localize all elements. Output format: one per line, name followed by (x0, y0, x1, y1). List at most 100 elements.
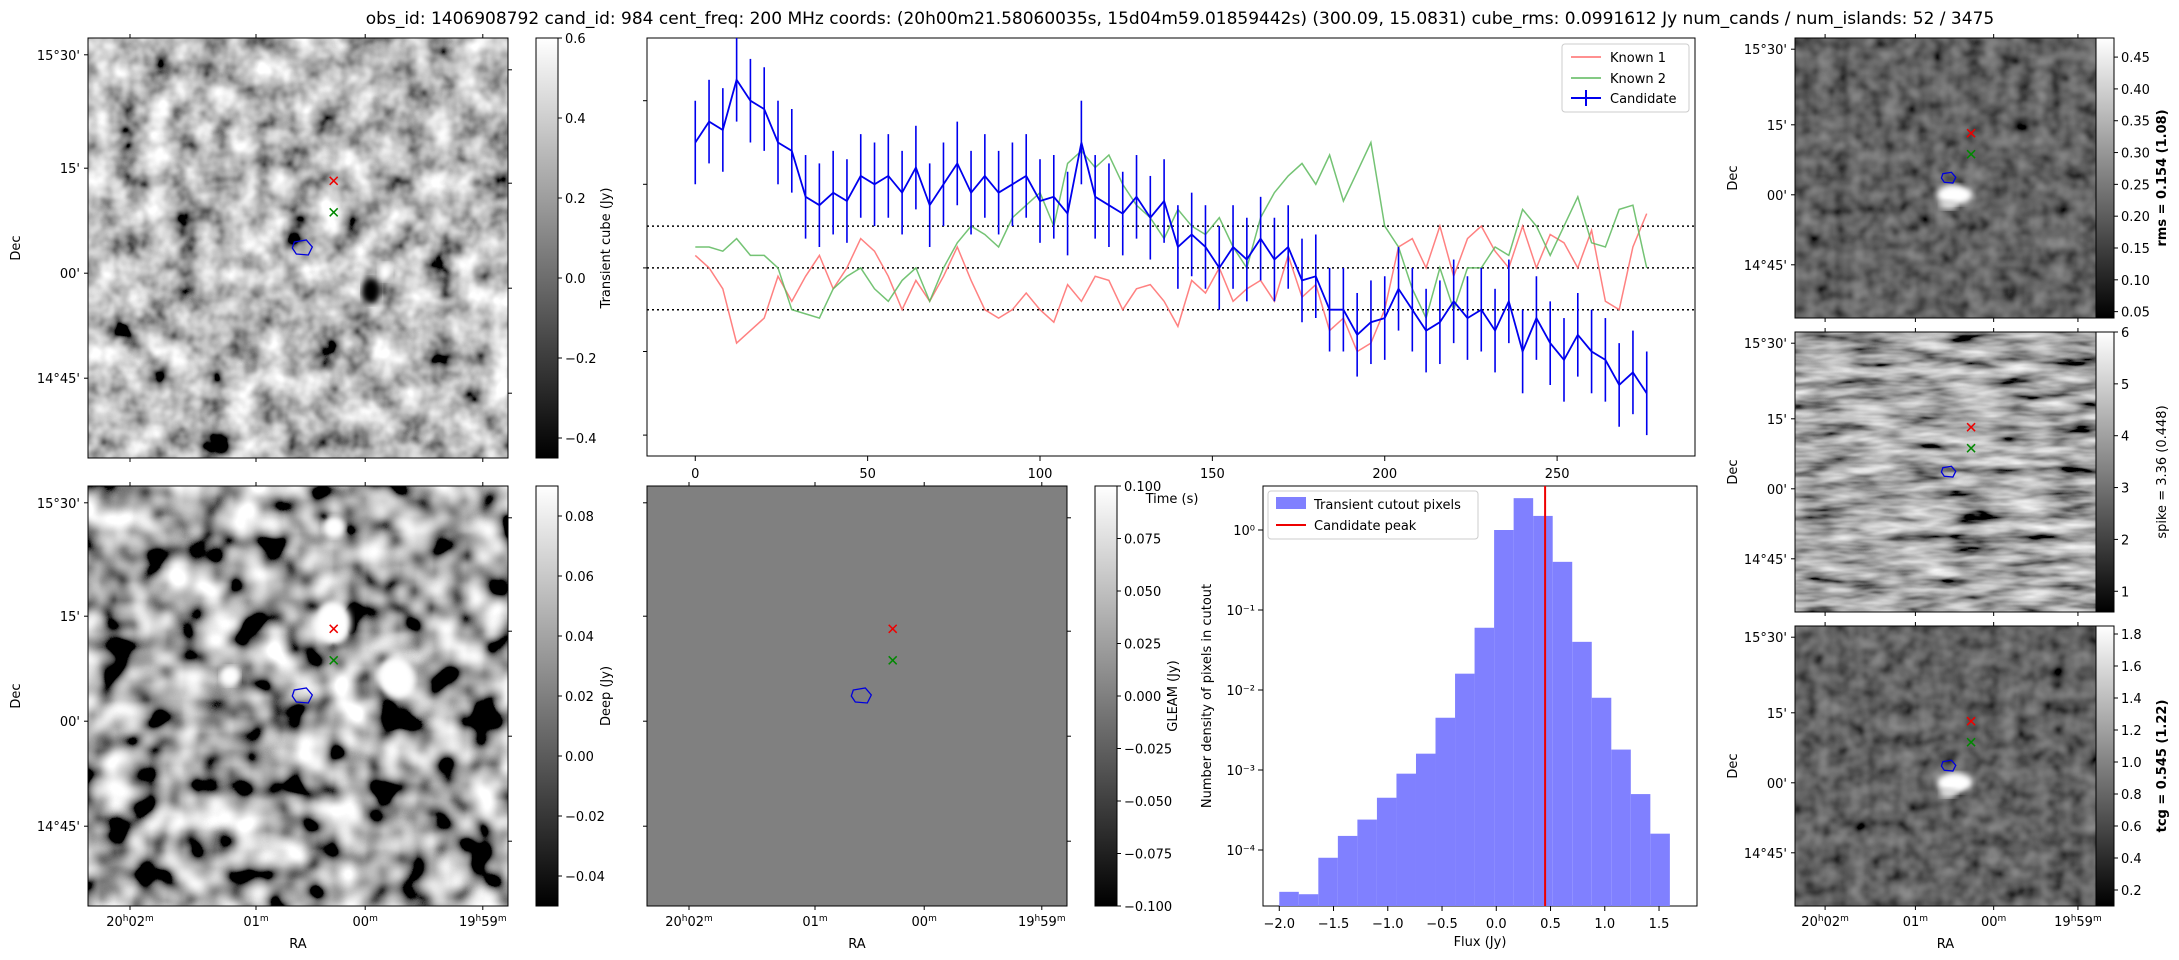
colorbar-tick-label: 0.8 (2121, 788, 2142, 803)
image-ylabel: Dec (1726, 459, 1741, 484)
colorbar-label: tcg = 0.545 (1.22) (2155, 700, 2170, 833)
image-background (88, 38, 508, 458)
xtick-label: 50 (859, 467, 876, 482)
legend-transient-pixels: Transient cutout pixels (1313, 498, 1461, 513)
image-deep (88, 486, 508, 906)
colorbar-tick-label: 0.2 (2121, 884, 2142, 899)
colorbar-tick-label: 0.10 (2121, 274, 2150, 289)
blue-region-contour (850, 687, 873, 704)
colorbar-tick-label: 1 (2121, 585, 2129, 600)
colorbar-tick-label: 0.02 (565, 690, 594, 705)
green-cross-marker (1966, 443, 1976, 453)
colorbar-gradient (535, 37, 559, 459)
colorbar-tick-label: 0.25 (2121, 178, 2150, 193)
red-cross-marker (329, 624, 339, 634)
histogram-bar (1513, 498, 1534, 906)
dark-spot (362, 278, 380, 304)
ra-tick-label: 01m (243, 914, 268, 930)
colorbar-tick-label: −0.100 (1124, 900, 1172, 915)
colorbar-tick-label: 0.04 (565, 630, 594, 645)
image-rms (1795, 38, 2096, 318)
colorbar-spike: 6 5 4 3 2 1 spike = 3.36 (0.448) (2095, 326, 2170, 613)
ra-tick-label: 00m (353, 914, 378, 930)
xtick-label: −1.5 (1318, 917, 1350, 932)
bright-source (378, 657, 414, 697)
histogram-bar (1630, 794, 1651, 906)
colorbar-tick-label: 6 (2121, 326, 2129, 341)
colorbar-transient: 0.6 0.4 0.2 0.0 −0.2 −0.4 Transient cube (Jy) (535, 32, 614, 459)
dec-tick-label: 14°45' (1744, 847, 1787, 862)
image-frame (87, 37, 509, 459)
colorbar-tick-label: 1.4 (2121, 692, 2142, 707)
histogram-bar (1318, 857, 1338, 906)
blue-region-contour (291, 687, 314, 704)
colorbar-tick-label: −0.2 (565, 352, 597, 367)
histogram-chart: −2.0 −1.5 −1.0 −0.5 0.0 0.5 1.0 1.5 10⁰ 10⁻¹ 10⁻² 1… (1200, 485, 1698, 950)
histogram-xlabel: Flux (Jy) (1454, 935, 1507, 950)
colorbar-tick-label: 2 (2121, 533, 2129, 548)
colorbar-tick-label: 0.025 (1124, 638, 1161, 653)
green-cross-marker (329, 207, 339, 217)
histogram-legend: Transient cutout pixels Candidate peak (1267, 490, 1479, 540)
dec-tick-label: 15°30' (1744, 337, 1787, 352)
image-background (1795, 332, 2096, 612)
colorbar-gradient (1094, 485, 1118, 907)
colorbar-tick-label: 1.6 (2121, 660, 2142, 675)
dec-tick-label: 15' (1767, 413, 1787, 428)
colorbar-gradient (2095, 331, 2115, 613)
colorbar-tick-label: 3 (2121, 482, 2129, 497)
xtick-label: 0.0 (1486, 917, 1507, 932)
colorbar-tick-label: 0.100 (1124, 480, 1161, 495)
xtick-label: −2.0 (1263, 917, 1295, 932)
colorbar-tick-label: −0.075 (1124, 848, 1172, 863)
legend-candidate: Candidate (1610, 92, 1676, 107)
colorbar-tick-label: 0.05 (2121, 306, 2150, 321)
bright-source (1936, 184, 1973, 205)
legend-known-1: Known 1 (1610, 51, 1666, 66)
colorbar-deep: 0.08 0.06 0.04 0.02 0.00 −0.02 −0.04 Deep (Jy) (535, 485, 614, 907)
dec-tick-label: 15°30' (1744, 631, 1787, 646)
series-known-1 (694, 213, 1648, 353)
image-panel-spike: 15°30' 15' 00' 14°45' Dec 6 5 4 3 2 1 spike = 3.36 … (1726, 326, 2170, 616)
legend-known-2: Known 2 (1610, 72, 1666, 87)
image-ylabel: Dec (9, 683, 24, 708)
green-cross-marker (1966, 737, 1976, 747)
dec-tick-label: 14°45' (37, 372, 80, 387)
colorbar-gleam: 0.100 0.075 0.050 0.025 0.000 −0.025 −0.050 −0.… (1094, 480, 1181, 915)
colorbar-tick-label: 1.2 (2121, 724, 2142, 739)
histogram-bar (1611, 749, 1631, 906)
histogram-bar (1552, 561, 1573, 906)
blue-region-contour (1940, 465, 1957, 478)
colorbar-tick-label: 0.08 (565, 510, 594, 525)
ytick-label: 10⁰ (1233, 524, 1255, 539)
xtick-label: 150 (1200, 467, 1225, 482)
colorbar-tick-label: −0.4 (565, 432, 597, 447)
lightcurve-axes (646, 37, 1696, 457)
series-line (694, 77, 1648, 394)
dec-tick-label: 00' (1767, 483, 1787, 498)
dec-tick-label: 15' (60, 610, 80, 625)
ra-tick-label: 01m (1903, 914, 1928, 930)
xtick-label: −0.5 (1426, 917, 1458, 932)
image-panel-tcg: 15°30' 15' 00' 14°45' 20h02m 01m 00m 19h59m Dec R… (1726, 622, 2170, 952)
dec-tick-label: 15°30' (37, 49, 80, 64)
histogram-bar (1435, 717, 1456, 906)
bright-source (1939, 787, 1958, 798)
red-cross-marker (329, 176, 339, 186)
histogram-bar (1298, 894, 1319, 906)
ytick-label: 10⁻⁴ (1226, 844, 1255, 859)
histogram-bar (1572, 641, 1592, 906)
image-frame (646, 485, 1068, 907)
xtick-label: 0.5 (1540, 917, 1561, 932)
dec-tick-label: 00' (60, 267, 80, 282)
blue-region-contour (291, 239, 314, 256)
dec-tick-label: 15°30' (1744, 43, 1787, 58)
colorbar-label: rms = 0.154 (1.08) (2155, 109, 2170, 246)
lightcurve-chart: 0 50 100 150 200 250 Time (s) Known 1 Known 2… (643, 37, 1696, 507)
xtick-label: 250 (1545, 467, 1570, 482)
bright-source (220, 666, 240, 686)
bright-source (1939, 199, 1958, 210)
image-xlabel: RA (1937, 937, 1955, 952)
ra-tick-label: 20h02m (106, 914, 154, 930)
